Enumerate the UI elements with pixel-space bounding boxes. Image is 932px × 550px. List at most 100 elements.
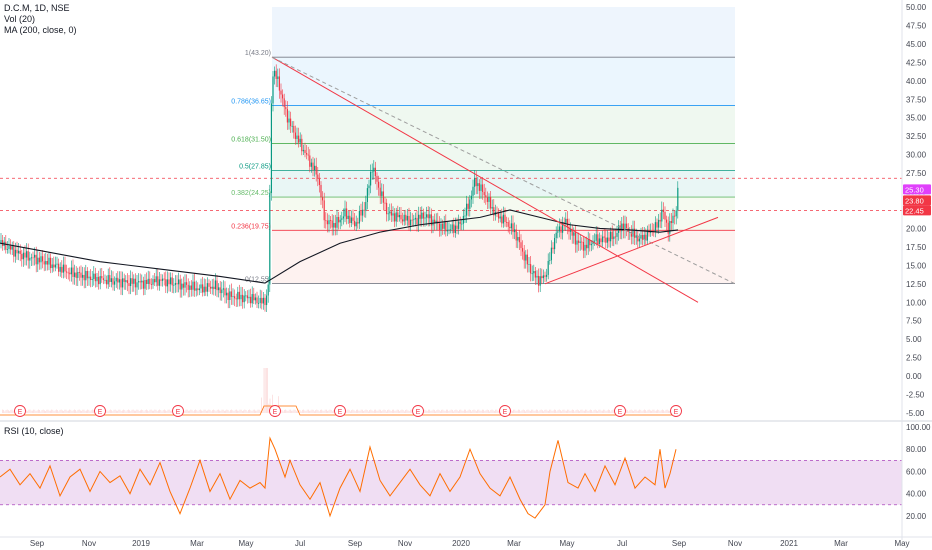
volume-bar	[481, 411, 482, 413]
candle-body	[615, 237, 616, 238]
candle-body	[400, 215, 401, 219]
candle-body	[448, 229, 449, 230]
time-tick-label: Mar	[834, 539, 848, 548]
volume-bar	[121, 411, 122, 413]
volume-bar	[57, 410, 58, 413]
volume-bar	[493, 410, 494, 413]
candle-body	[447, 230, 448, 231]
rsi-tick-label: 60.00	[906, 467, 927, 476]
candle-body	[180, 279, 181, 289]
candle-body	[536, 276, 537, 278]
volume-bar	[128, 410, 129, 413]
volume-bar	[43, 410, 44, 413]
main-legend: D.C.M, 1D, NSE Vol (20) MA (200, close, …	[4, 3, 77, 36]
candle-body	[671, 221, 672, 223]
candle-body	[314, 166, 315, 170]
rsi-label[interactable]: RSI (10, close)	[4, 426, 64, 437]
volume-bar	[208, 410, 209, 413]
candle-body	[98, 277, 99, 284]
volume-bar	[224, 411, 225, 413]
volume-bar	[38, 410, 39, 413]
candle-body	[468, 204, 469, 209]
volume-label[interactable]: Vol (20)	[4, 14, 77, 25]
candle-body	[325, 220, 326, 221]
volume-bar	[138, 410, 139, 413]
volume-bar	[442, 410, 443, 413]
volume-bar	[308, 410, 309, 413]
volume-bar	[258, 410, 259, 413]
candle-body	[479, 183, 480, 191]
candle-body	[354, 221, 355, 226]
volume-bar	[129, 410, 130, 413]
volume-bar	[76, 411, 77, 413]
candle-body	[296, 136, 297, 139]
volume-bar	[568, 410, 569, 413]
volume-bar	[488, 410, 489, 413]
volume-bar	[294, 410, 295, 413]
volume-bar	[111, 410, 112, 413]
candle-body	[588, 239, 589, 248]
volume-bar	[388, 410, 389, 413]
candle-body	[656, 222, 657, 227]
volume-bar	[48, 410, 49, 413]
volume-bar	[250, 410, 251, 413]
volume-bar	[610, 411, 611, 413]
candle-body	[175, 283, 176, 285]
symbol-label[interactable]: D.C.M, 1D, NSE	[4, 3, 77, 14]
price-tick-label: 2.50	[906, 354, 922, 363]
volume-bar	[667, 410, 668, 413]
volume-bar	[560, 410, 561, 413]
price-tick-label: 40.00	[906, 77, 927, 86]
candle-body	[192, 282, 193, 290]
candle-body	[232, 296, 233, 297]
volume-bar	[148, 411, 149, 413]
volume-bar	[450, 410, 451, 413]
candle-body	[415, 218, 416, 219]
volume-bar	[304, 410, 305, 413]
ma-label[interactable]: MA (200, close, 0)	[4, 25, 77, 36]
candle-body	[204, 287, 205, 293]
candle-body	[74, 273, 75, 277]
volume-bar	[350, 411, 351, 413]
volume-bar	[463, 411, 464, 413]
volume-bar	[666, 410, 667, 413]
candle-body	[292, 126, 293, 127]
rsi-tick-label: 80.00	[906, 445, 927, 454]
candle-body	[674, 216, 675, 217]
candle-body	[274, 71, 275, 77]
candle-body	[84, 275, 85, 280]
volume-bar	[535, 411, 536, 413]
fib-label: 0.5(27.85)	[239, 164, 271, 171]
volume-bar	[49, 411, 50, 413]
candle-body	[533, 271, 534, 273]
volume-bar	[58, 411, 59, 413]
volume-bar	[583, 411, 584, 413]
volume-bar	[116, 411, 117, 413]
volume-bar	[130, 411, 131, 413]
time-tick-label: Jul	[295, 539, 305, 548]
candle-body	[189, 286, 190, 290]
candle-body	[264, 298, 265, 305]
volume-bar	[480, 411, 481, 413]
volume-bar	[553, 410, 554, 413]
candle-body	[594, 241, 595, 242]
volume-bar	[72, 411, 73, 413]
candle-body	[68, 273, 69, 274]
candle-body	[111, 278, 112, 282]
candle-body	[154, 279, 155, 282]
candle-body	[178, 279, 179, 284]
volume-bar	[256, 411, 257, 413]
volume-bar	[314, 411, 315, 413]
candle-body	[660, 220, 661, 222]
fib-zone-top	[272, 7, 735, 57]
volume-bar	[246, 410, 247, 413]
candle-body	[453, 224, 454, 233]
candle-body	[676, 211, 677, 217]
volume-bar	[408, 410, 409, 413]
volume-bar	[361, 410, 362, 413]
volume-bar	[126, 411, 127, 413]
volume-bar	[627, 410, 628, 413]
volume-bar	[483, 410, 484, 413]
candle-body	[460, 221, 461, 223]
